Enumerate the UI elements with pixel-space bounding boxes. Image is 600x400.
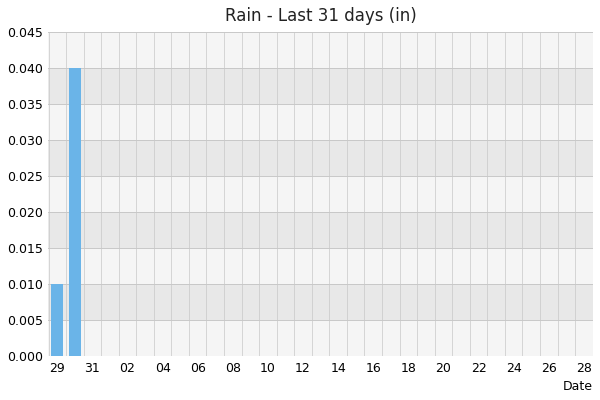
Bar xyxy=(49,212,593,248)
Bar xyxy=(49,68,593,104)
Bar xyxy=(49,32,593,68)
Bar xyxy=(49,284,593,320)
Bar xyxy=(68,68,81,356)
Bar xyxy=(49,140,593,176)
Bar xyxy=(49,104,593,140)
Bar xyxy=(49,248,593,284)
Title: Rain - Last 31 days (in): Rain - Last 31 days (in) xyxy=(224,7,416,25)
Bar xyxy=(51,284,64,356)
Bar xyxy=(49,320,593,356)
X-axis label: Date: Date xyxy=(563,380,593,393)
Bar xyxy=(49,176,593,212)
